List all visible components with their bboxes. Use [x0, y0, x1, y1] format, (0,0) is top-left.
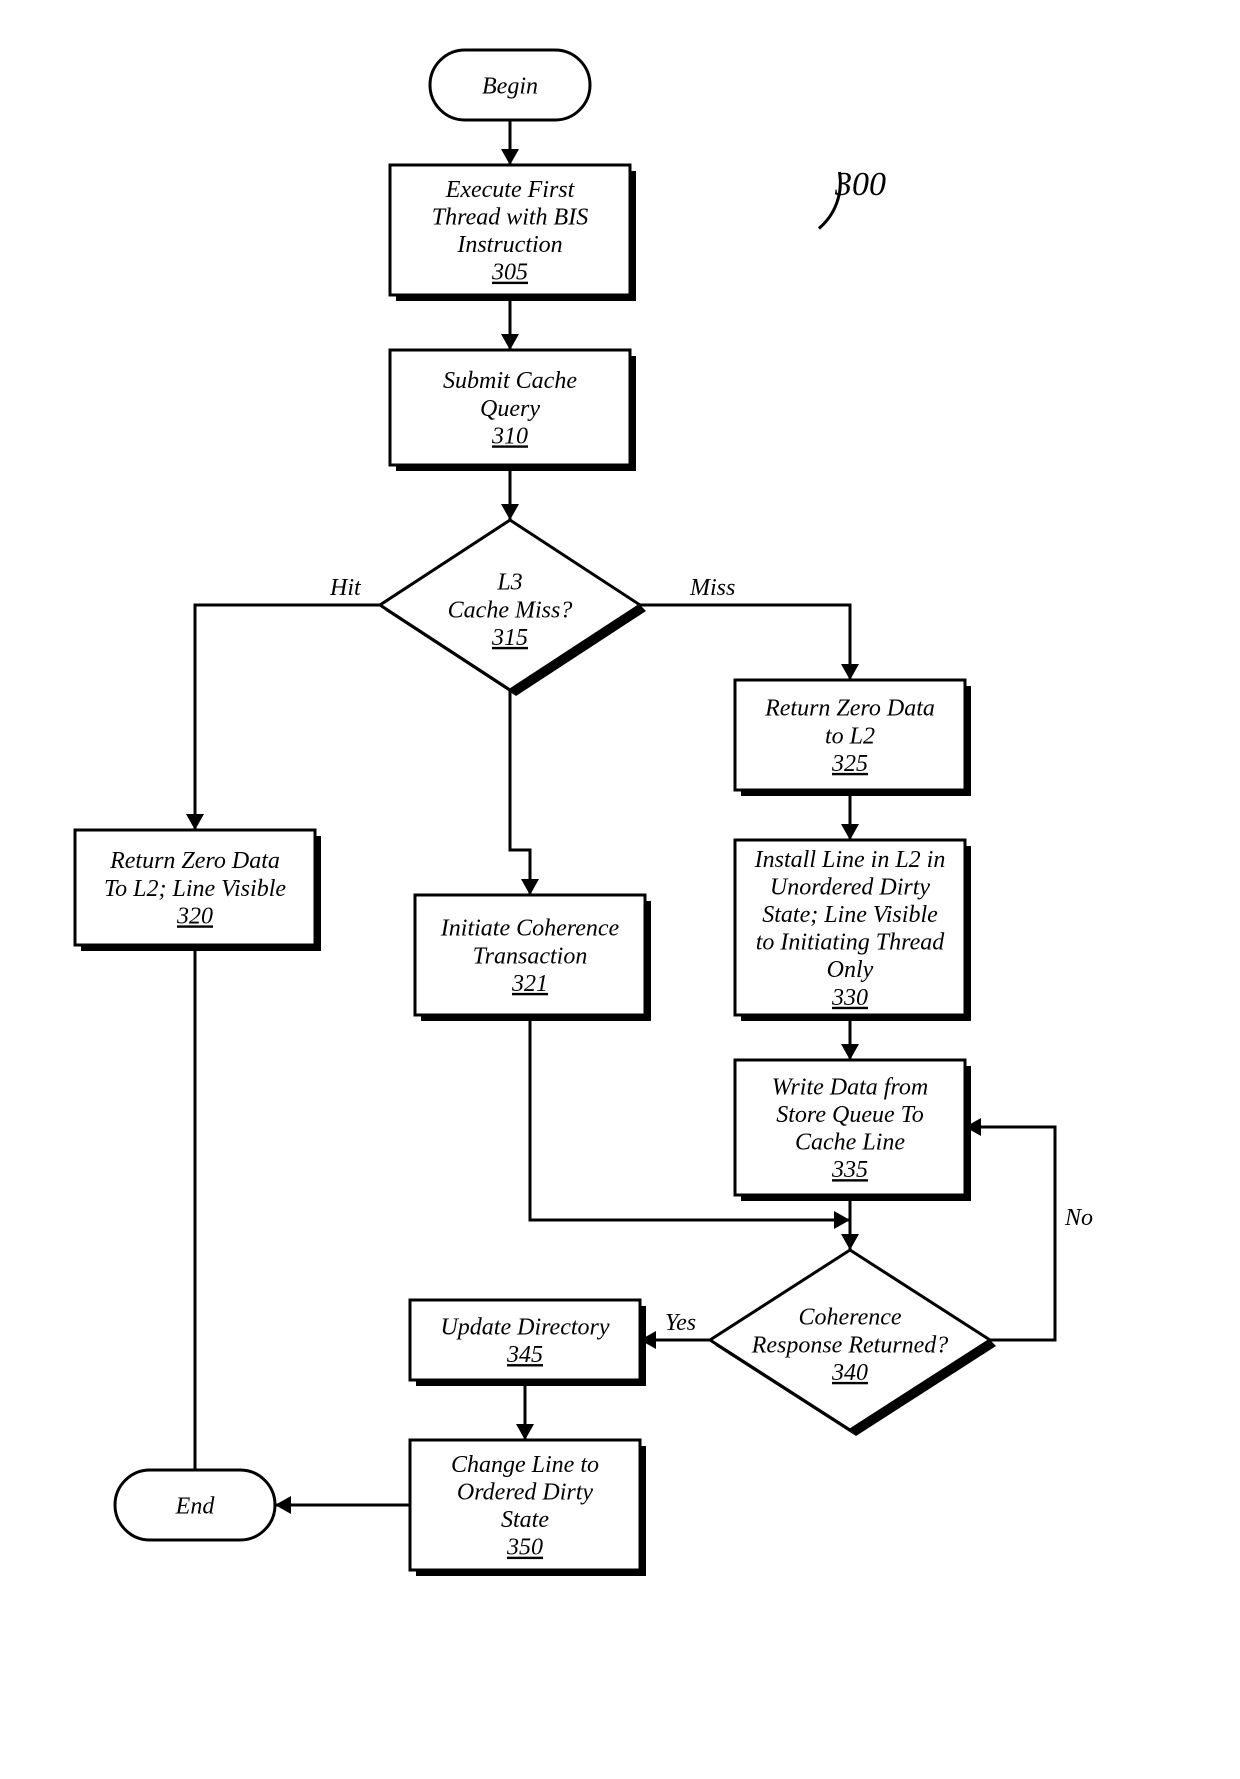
svg-text:Transaction: Transaction — [473, 943, 588, 969]
svg-text:Unordered Dirty: Unordered Dirty — [770, 874, 931, 900]
svg-text:Query: Query — [480, 396, 540, 422]
svg-text:Instruction: Instruction — [456, 232, 562, 258]
svg-text:Return Zero Data: Return Zero Data — [109, 848, 280, 874]
svg-text:to Initiating Thread: to Initiating Thread — [756, 930, 945, 956]
svg-text:Update Directory: Update Directory — [440, 1314, 609, 1340]
svg-text:Yes: Yes — [665, 1310, 696, 1336]
svg-text:345: 345 — [506, 1342, 543, 1368]
svg-text:State: State — [501, 1507, 549, 1533]
svg-text:Thread with BIS: Thread with BIS — [432, 204, 588, 230]
svg-text:Response Returned?: Response Returned? — [751, 1332, 949, 1358]
svg-text:No: No — [1064, 1205, 1093, 1231]
svg-text:State; Line Visible: State; Line Visible — [762, 902, 938, 928]
svg-text:305: 305 — [491, 260, 528, 286]
svg-text:Only: Only — [827, 957, 874, 983]
svg-text:340: 340 — [831, 1360, 868, 1386]
svg-text:315: 315 — [491, 625, 528, 651]
svg-text:Change Line to: Change Line to — [451, 1452, 599, 1478]
svg-text:321: 321 — [511, 971, 548, 997]
svg-text:Store Queue To: Store Queue To — [776, 1102, 924, 1128]
svg-text:Install Line in L2 in: Install Line in L2 in — [754, 847, 946, 873]
svg-text:Begin: Begin — [482, 73, 538, 99]
svg-text:End: End — [175, 1493, 216, 1519]
svg-text:To L2; Line Visible: To L2; Line Visible — [104, 876, 286, 902]
svg-text:Coherence: Coherence — [798, 1305, 901, 1331]
svg-text:Execute First: Execute First — [445, 177, 576, 203]
svg-text:325: 325 — [831, 751, 868, 777]
svg-text:Cache Line: Cache Line — [795, 1130, 905, 1156]
svg-text:to L2: to L2 — [825, 723, 875, 749]
svg-text:Miss: Miss — [689, 575, 735, 601]
svg-text:310: 310 — [491, 423, 528, 449]
svg-text:L3: L3 — [496, 570, 522, 596]
svg-text:330: 330 — [831, 985, 868, 1011]
flowchart-diagram: Hit Miss No Yes Begin Execute FirstThread wit… — [0, 0, 1240, 1779]
svg-text:Write Data from: Write Data from — [772, 1074, 928, 1100]
svg-text:Return Zero Data: Return Zero Data — [764, 696, 935, 722]
svg-text:335: 335 — [831, 1157, 868, 1183]
svg-text:Cache Miss?: Cache Miss? — [448, 597, 573, 623]
svg-text:Ordered Dirty: Ordered Dirty — [457, 1479, 594, 1505]
svg-text:320: 320 — [176, 903, 213, 929]
svg-text:Submit Cache: Submit Cache — [443, 368, 577, 394]
svg-text:Hit: Hit — [329, 575, 362, 601]
svg-text:350: 350 — [506, 1535, 543, 1561]
svg-text:Initiate Coherence: Initiate Coherence — [440, 916, 620, 942]
